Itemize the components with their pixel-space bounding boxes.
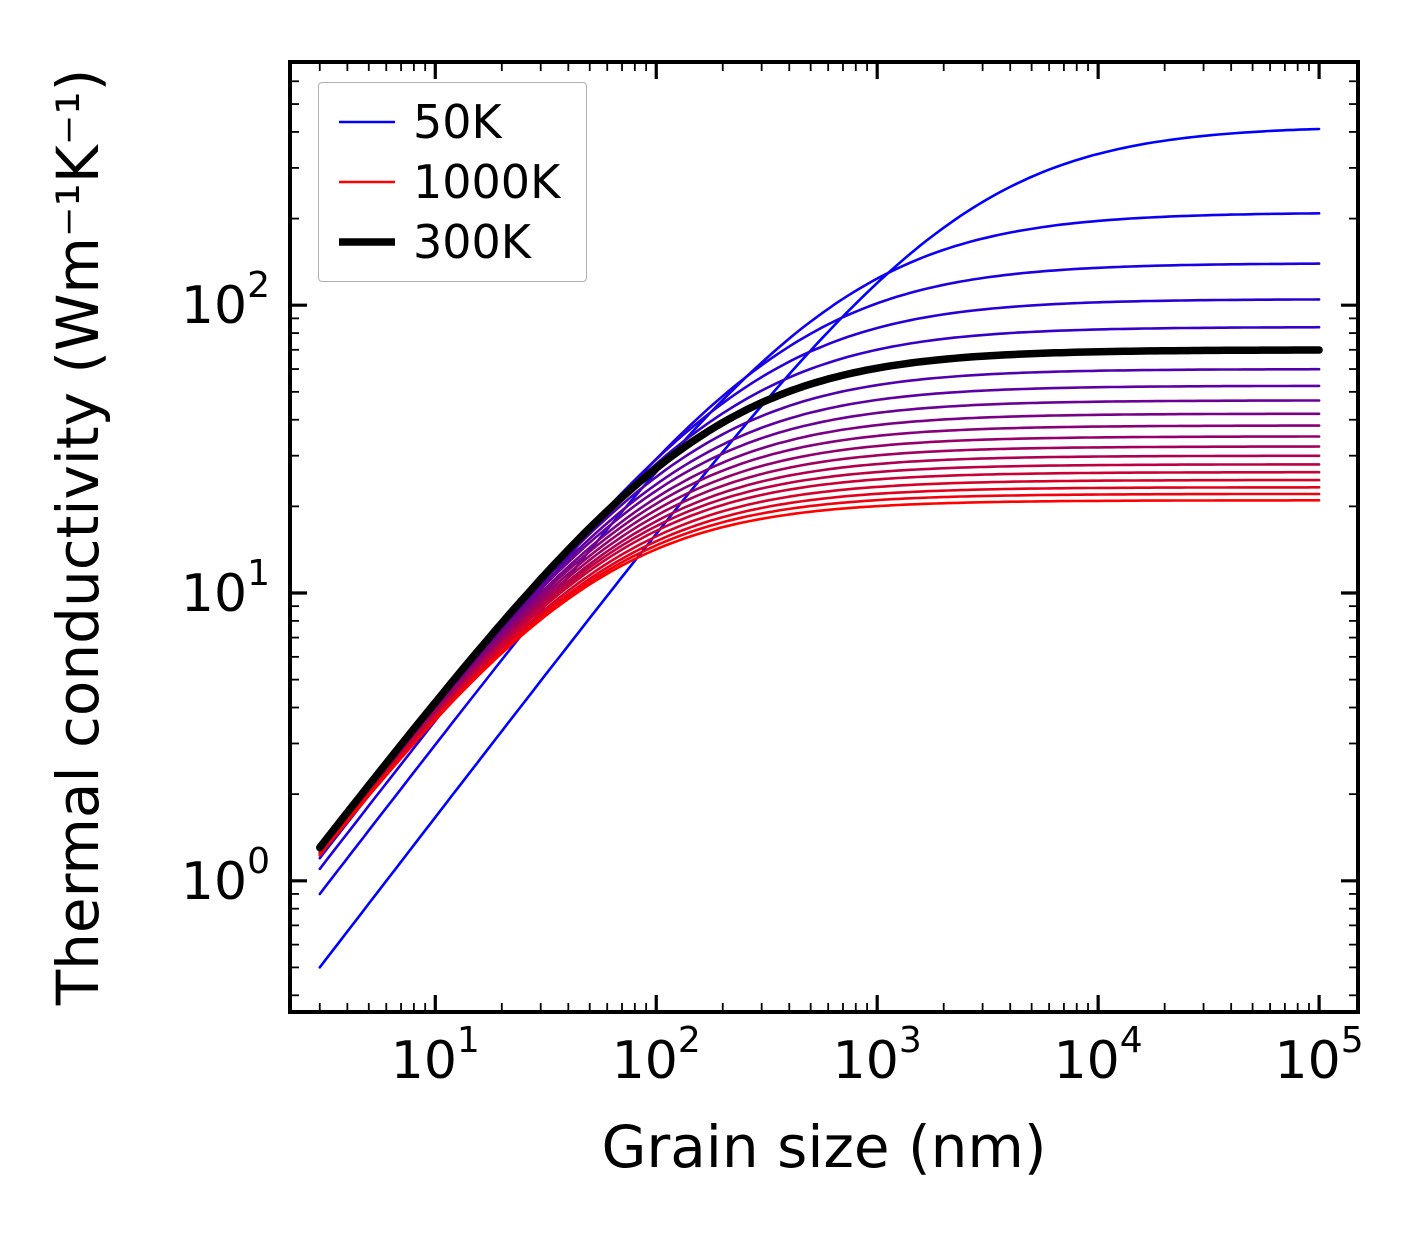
svg-text:103: 103 [833,1020,922,1091]
legend-line-1000k-icon [339,180,395,184]
legend-item-1000k: 1000K [337,159,560,205]
svg-text:102: 102 [181,265,270,336]
legend: 50K 1000K 300K [318,82,588,282]
svg-text:105: 105 [1275,1020,1364,1091]
legend-label-1000k: 1000K [413,155,561,209]
y-axis-label: Thermal conductivity (Wm⁻¹K⁻¹) [44,68,112,1006]
x-axis-label: Grain size (nm) [601,1113,1047,1181]
legend-item-300k: 300K [337,219,560,265]
svg-text:100: 100 [181,841,270,912]
legend-line-300k-icon [339,238,395,246]
legend-line-50k-icon [339,120,395,124]
svg-text:101: 101 [181,553,270,624]
legend-label-300k: 300K [413,215,531,269]
svg-text:102: 102 [612,1020,701,1091]
legend-label-50k: 50K [413,95,502,149]
legend-item-50k: 50K [337,99,560,145]
svg-text:101: 101 [391,1020,480,1091]
svg-text:104: 104 [1054,1020,1143,1091]
